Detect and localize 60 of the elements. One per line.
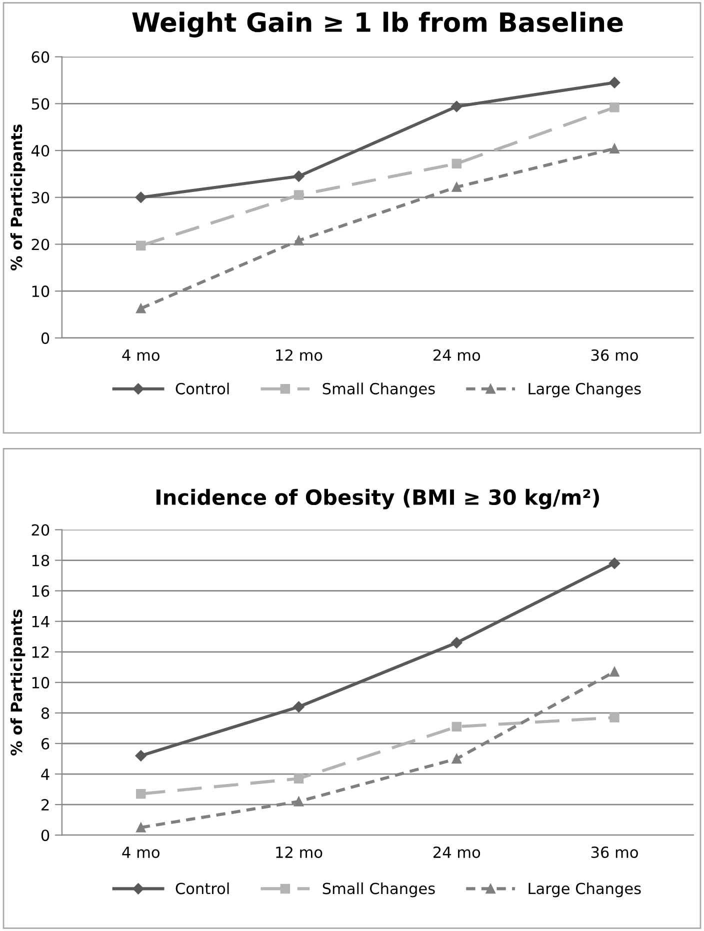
point	[294, 774, 304, 784]
point	[452, 754, 462, 764]
y-tick-label: 10	[32, 286, 50, 298]
point	[610, 712, 620, 722]
legend-label: Small Changes	[322, 882, 435, 898]
x-tick-label: 36 mo	[591, 846, 638, 858]
point	[136, 789, 146, 799]
chart-title: Weight Gain ≥ 1 lb from Baseline	[132, 12, 623, 38]
point	[452, 722, 462, 732]
legend-label: Small Changes	[322, 382, 435, 398]
legend-label: Large Changes	[528, 882, 641, 898]
y-tick-label: 8	[41, 707, 50, 719]
x-tick-label: 36 mo	[591, 349, 638, 361]
y-tick-label: 12	[32, 646, 49, 658]
y-tick-label: 16	[32, 585, 50, 597]
y-tick-label: 0	[41, 830, 50, 842]
point	[136, 304, 146, 314]
point	[451, 637, 462, 648]
point	[608, 558, 620, 569]
point	[451, 100, 462, 112]
point	[610, 102, 620, 112]
x-tick-label: 4 mo	[122, 846, 160, 858]
x-tick-label: 12 mo	[276, 349, 322, 361]
y-tick-label: 6	[41, 738, 50, 750]
y-tick-label: 18	[32, 554, 50, 566]
y-tick-label: 2	[42, 799, 49, 810]
y-axis-title: % of Participants	[10, 124, 26, 270]
point	[136, 822, 146, 832]
x-tick-label: 24 mo	[433, 846, 480, 858]
y-tick-label: 10	[32, 676, 50, 688]
point	[135, 750, 146, 762]
y-axis-title: % of Participants	[10, 610, 26, 756]
x-tick-label: 24 mo	[433, 349, 480, 361]
point	[452, 158, 462, 168]
y-tick-label: 20	[32, 238, 50, 250]
y-tick-label: 14	[32, 616, 50, 628]
y-tick-label: 60	[32, 51, 50, 63]
y-tick-label: 40	[31, 144, 50, 157]
point	[293, 701, 304, 712]
point	[294, 236, 304, 246]
legend-label: Control	[176, 882, 229, 894]
point	[610, 144, 620, 154]
x-tick-label: 4 mo	[122, 350, 160, 361]
x-tick-label: 12 mo	[276, 846, 322, 858]
point	[294, 796, 304, 806]
point	[610, 666, 620, 677]
y-tick-label: 50	[32, 98, 50, 110]
legend-label: Large Changes	[528, 382, 641, 398]
point	[452, 182, 462, 192]
point	[135, 192, 146, 203]
point	[293, 170, 304, 182]
y-tick-label: 30	[32, 192, 50, 204]
y-tick-label: 0	[41, 332, 50, 344]
point	[294, 190, 304, 200]
chart-title: Incidence of Obesity (BMI ≥ 30 kg/m²)	[156, 488, 600, 510]
y-tick-label: 4	[41, 768, 50, 780]
point	[608, 76, 620, 88]
point	[136, 240, 146, 250]
legend-label: Control	[176, 382, 229, 394]
y-tick-label: 20	[32, 524, 50, 536]
